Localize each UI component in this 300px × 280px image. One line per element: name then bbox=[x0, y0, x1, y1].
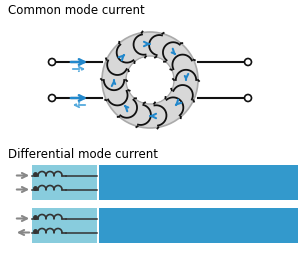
Bar bbox=[32, 165, 97, 200]
Circle shape bbox=[127, 57, 173, 103]
Circle shape bbox=[126, 56, 174, 104]
Circle shape bbox=[49, 59, 56, 66]
Circle shape bbox=[244, 59, 251, 66]
Text: Flux from differential currents
cancels out so that it does not act
as an induct: Flux from differential currents cancels … bbox=[102, 210, 277, 242]
Bar bbox=[32, 208, 97, 243]
Text: Differential mode current: Differential mode current bbox=[8, 148, 158, 161]
Circle shape bbox=[102, 32, 198, 128]
Text: Flux from common mode currents
is added together to become an
inductor: Flux from common mode currents is added … bbox=[102, 167, 252, 200]
Text: Common mode current: Common mode current bbox=[8, 4, 145, 17]
Bar bbox=[99, 165, 298, 200]
Bar bbox=[99, 208, 298, 243]
Circle shape bbox=[244, 95, 251, 102]
Circle shape bbox=[49, 95, 56, 102]
